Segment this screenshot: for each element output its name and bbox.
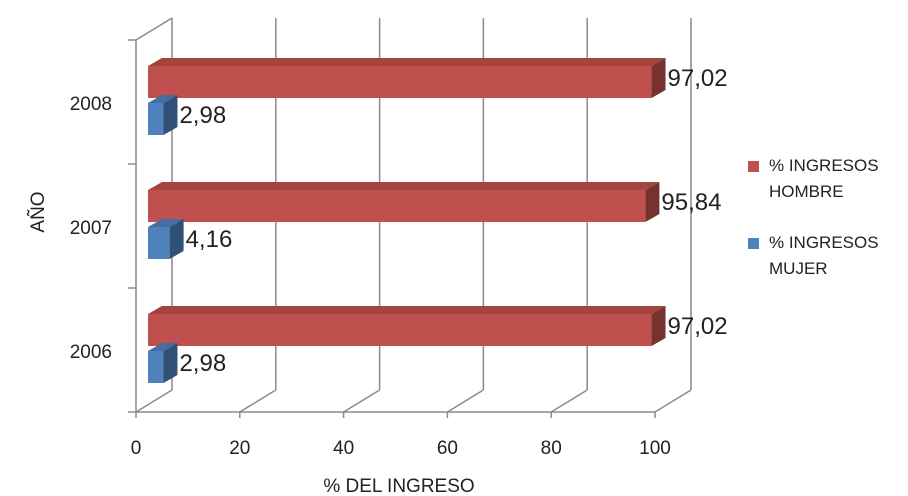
x-tick-label: 40 [333,438,354,459]
bar-top-face [148,182,660,190]
legend-entry: % INGRESOS HOMBRE [748,156,879,201]
bar-front-face [148,314,652,346]
y-tick-label: 2008 [70,94,112,115]
data-label: 2,98 [179,350,226,377]
axes [128,39,656,418]
bar-hombre [148,182,660,222]
bar-side-face [651,306,666,346]
bar-side-face [645,182,660,222]
bar-mujer [148,343,178,383]
x-tick-label: 100 [639,438,671,459]
legend-entry: % INGRESOS MUJER [748,233,879,278]
data-label: 97,02 [668,313,728,340]
legend-label: % INGRESOS [769,233,879,252]
bar-top-face [148,219,184,227]
bar-top-face [148,95,178,103]
tick-labels: 0 20 40 60 80 100 2006 2007 2008 [70,94,671,459]
bar-hombre [148,306,666,346]
data-label: 2,98 [179,102,226,129]
bar-front-face [148,227,170,259]
bar-top-face [148,343,178,351]
floor-gridline [239,389,277,413]
bar-side-face [169,219,184,259]
y-tick-label: 2006 [70,342,112,363]
bar-hombre [148,58,666,98]
bar-side-face [651,58,666,98]
side-wall-edge [135,17,173,41]
bar-front-face [148,103,164,135]
x-tick-label: 60 [437,438,458,459]
floor-gridline [447,389,484,413]
bar-top-face [148,58,666,66]
bar-side-face [163,95,178,135]
bar-front-face [148,190,646,222]
floor-gridline [343,389,380,413]
x-tick-label: 0 [131,438,142,459]
bar-side-face [163,343,178,383]
bar-mujer [148,95,178,135]
floor-gridline [654,389,692,413]
floor-gridline [135,389,173,413]
x-axis-title: % DEL INGRESO [323,476,474,496]
legend-swatch [748,161,759,172]
y-tick-label: 2007 [70,218,112,239]
bars [148,58,666,383]
legend-swatch [748,238,759,249]
legend-label: MUJER [769,259,828,278]
y-axis-title: AÑO [27,191,49,232]
legend-label: HOMBRE [769,182,844,201]
data-label: 4,16 [186,226,233,253]
legend: % INGRESOS HOMBRE % INGRESOS MUJER [748,156,879,278]
bar-top-face [148,306,666,314]
legend-label: % INGRESOS [769,156,879,175]
bar-front-face [148,351,164,383]
x-tick-label: 80 [541,438,562,459]
data-label: 97,02 [668,65,728,92]
x-tick-label: 20 [229,438,250,459]
data-label: 95,84 [661,189,721,216]
bar-mujer [148,219,184,259]
data-labels: 97,02 2,98 95,84 4,16 97,02 2,98 [179,65,727,377]
bar-front-face [148,66,652,98]
floor-gridline [550,389,588,413]
